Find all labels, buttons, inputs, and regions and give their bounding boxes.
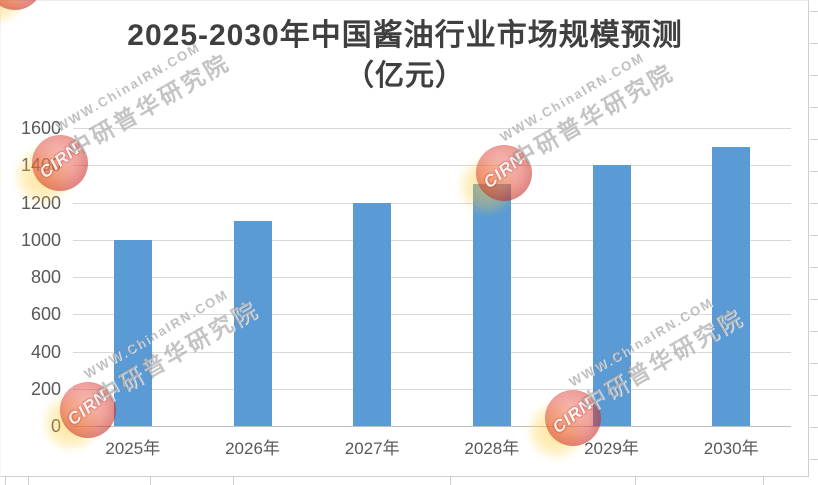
cell-gridline [810, 107, 818, 108]
cell-gridline [810, 363, 818, 364]
gridline [73, 277, 791, 278]
gridline [73, 165, 791, 167]
y-tick-label: 400 [30, 341, 61, 362]
cell-gridline [810, 171, 818, 172]
y-tick-label: 200 [30, 378, 61, 399]
x-tick-label: 2025年 [105, 439, 161, 458]
chart-canvas[interactable]: 2025-2030年中国酱油行业市场规模预测 （亿元） 0 200 400 600 80… [0, 0, 809, 477]
cell-gridline [810, 395, 818, 396]
cell-gridline [28, 477, 29, 485]
x-tick-label: 2030年 [703, 439, 759, 458]
y-tick-label: 1600 [20, 118, 61, 138]
cell-gridline [810, 331, 818, 332]
cell-gridline [233, 477, 234, 485]
cell-gridline [635, 477, 636, 485]
x-tick-label: 2026年 [225, 439, 280, 458]
y-tick-label: 0 [50, 416, 61, 436]
gridline [73, 239, 791, 241]
y-tick-label: 800 [30, 267, 61, 287]
gridline [73, 202, 791, 204]
chart-subtitle: （亿元） [344, 60, 465, 92]
y-tick-label: 1400 [20, 155, 61, 176]
cell-gridline [810, 43, 818, 44]
cell-gridline [450, 477, 451, 485]
bar-2030年[interactable] [712, 146, 751, 427]
cell-gridline [150, 477, 151, 485]
bar-2025年[interactable] [113, 239, 152, 427]
x-tick-label: 2029年 [584, 439, 639, 458]
cell-gridline [810, 459, 818, 460]
cell-gridline [810, 75, 818, 76]
cell-gridline [810, 267, 818, 268]
bar-2026年[interactable] [233, 221, 272, 427]
chart-title-block: 2025-2030年中国酱油行业市场规模预测 （亿元） [1, 15, 809, 97]
cell-gridline [810, 11, 818, 12]
chart-title: 2025-2030年中国酱油行业市场规模预测 [127, 19, 683, 52]
x-axis-line [73, 426, 791, 427]
cell-gridline [763, 477, 764, 485]
bar-2029年[interactable] [592, 165, 631, 427]
cell-gridline [5, 477, 6, 485]
gridline [73, 351, 791, 353]
cell-gridline [810, 203, 818, 204]
bar-2027年[interactable] [353, 202, 392, 426]
y-tick-label: 1200 [20, 192, 61, 213]
cell-gridline [810, 139, 818, 140]
gridline [73, 314, 791, 316]
cell-gridline [810, 299, 818, 300]
gridline [73, 388, 791, 390]
x-tick-label: 2027年 [344, 439, 400, 458]
y-tick-label: 600 [30, 304, 61, 325]
x-tick-label: 2028年 [464, 439, 520, 458]
y-tick-label: 1000 [20, 229, 61, 250]
gridline [73, 128, 791, 129]
cell-gridline [810, 235, 818, 236]
cell-gridline [810, 427, 818, 428]
bar-2028年[interactable] [472, 183, 511, 426]
